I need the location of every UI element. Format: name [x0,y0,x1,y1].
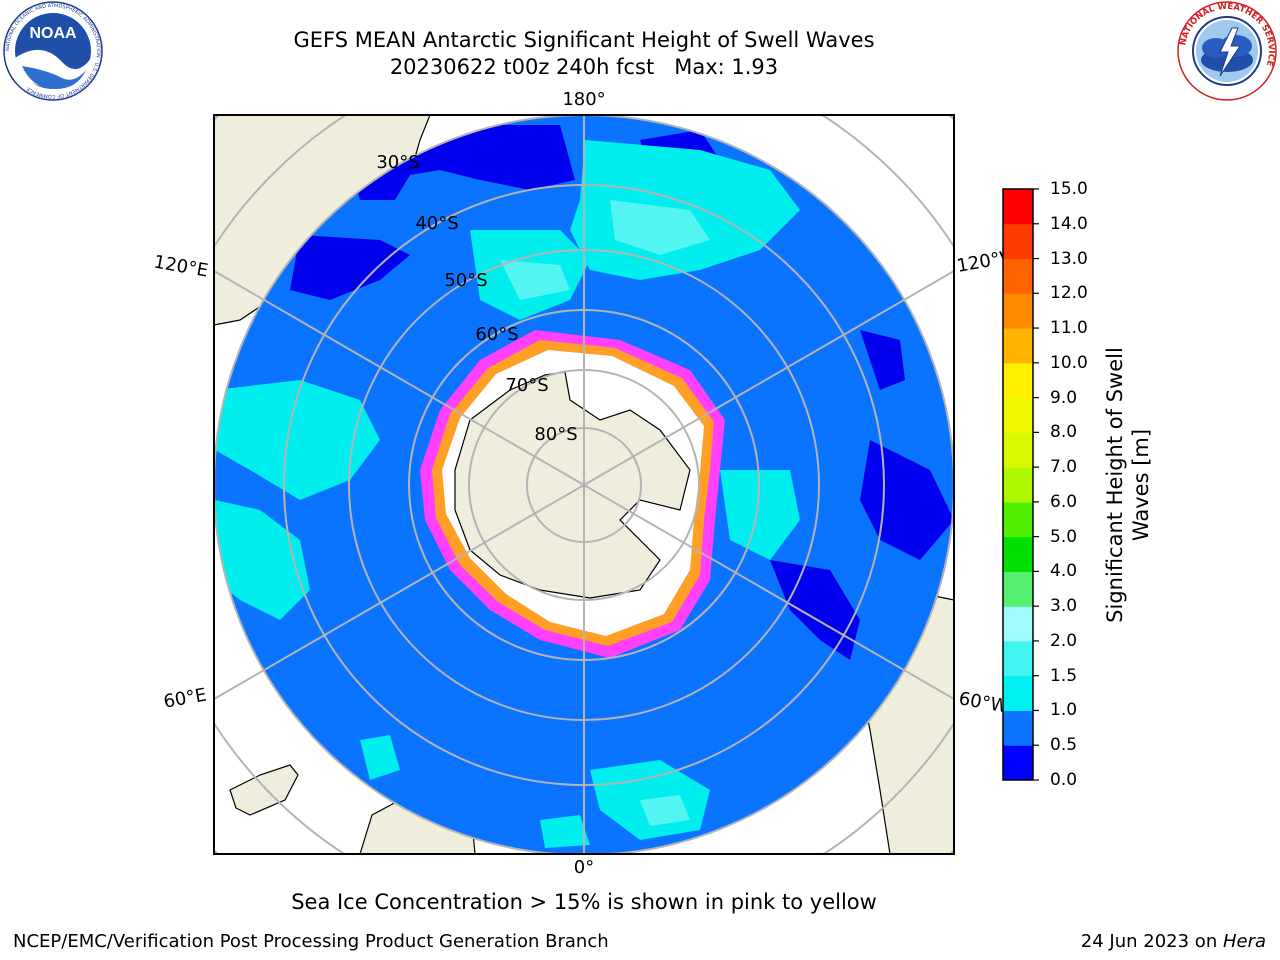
colorbar-tick-label: 1.0 [1050,700,1078,721]
colorbar-frame [1002,188,1034,781]
colorbar-bin [1003,745,1033,781]
colorbar-tick-label: 8.0 [1050,422,1078,443]
colorbar-title: Significant Height of Swell Waves [m] [1102,325,1154,645]
colorbar-tick-label: 0.0 [1050,770,1078,790]
noaa-logo-text: NOAA [29,25,77,42]
colorbar-tick-label: 9.0 [1050,387,1078,408]
footer-date-text: 24 Jun 2023 on [1080,931,1223,952]
graticule [214,115,954,854]
colorbar-bin [1003,501,1033,538]
map-frame [213,114,955,855]
colorbar-tick-label: 11.0 [1050,318,1088,339]
lon-label-120e: 120°E [152,251,210,281]
lat-label-70s: 70°S [505,375,548,396]
colorbar-tick-label: 10.0 [1050,352,1088,373]
colorbar-bin [1003,640,1033,677]
nws-logo: NATIONAL WEATHER SERVICE [1177,1,1277,101]
lon-label-60e: 60°E [162,684,208,712]
colorbar-tick-label: 4.0 [1050,561,1078,582]
colorbar-tick-label: 7.0 [1050,457,1078,478]
colorbar-bin [1003,223,1033,260]
lat-label-40s: 40°S [415,213,458,234]
colorbar-tick-label: 1.5 [1050,665,1078,686]
colorbar-bin [1003,258,1033,294]
colorbar-tick-label: 14.0 [1050,213,1088,234]
colorbar-bin [1003,710,1033,746]
map-subtitle: 20230622 t00z 240h fcst Max: 1.93 [389,55,779,79]
lat-label-60s: 60°S [475,324,518,345]
colorbar-tick-label: 5.0 [1050,526,1078,547]
colorbar-bin [1003,432,1033,468]
footer-machine: Hera [1222,931,1266,952]
antarctica [454,371,691,599]
footer-credit: NCEP/EMC/Verification Post Processing Pr… [13,931,609,952]
colorbar-bin [1003,467,1033,503]
colorbar-bin [1003,328,1033,364]
colorbar-bin [1003,362,1033,399]
colorbar-bin [1003,189,1033,225]
lon-label-60w: 60°W [957,688,1010,717]
lon-label-180: 180° [562,89,605,110]
colorbar-tick-label: 2.0 [1050,630,1078,651]
colorbar-tick-label: 13.0 [1050,248,1088,269]
colorbar-tick-label: 6.0 [1050,491,1078,512]
colorbar-bin [1003,536,1033,572]
footer-date: 24 Jun 2023 on Hera [1081,931,1266,952]
colorbar-bin [1003,571,1033,607]
colorbar [1003,189,1033,781]
noaa-logo: NOAA NATIONAL OCEANIC AND ATMOSPHERIC AD… [3,1,103,101]
colorbar-tick-label: 12.0 [1050,283,1088,304]
colorbar-bin [1003,293,1033,329]
swell-light-patches [500,200,710,826]
colorbar-bin [1003,397,1033,433]
lat-label-50s: 50°S [444,270,487,291]
map-title: GEFS MEAN Antarctic Significant Height o… [293,28,875,52]
sea-ice-note: Sea Ice Concentration > 15% is shown in … [291,890,877,914]
colorbar-bin [1003,675,1033,711]
colorbar-tick-label: 15.0 [1050,179,1088,199]
colorbar-bin [1003,606,1033,642]
colorbar-tick-label: 3.0 [1050,596,1078,617]
colorbar-tick-label: 0.5 [1050,735,1078,756]
lat-label-80s: 80°S [534,424,577,445]
lon-label-0: 0° [574,857,594,878]
colorbar-title-line2: Waves [m] [1129,428,1153,542]
colorbar-title-line1: Significant Height of Swell [1103,347,1127,623]
lat-label-30s: 30°S [376,152,419,173]
